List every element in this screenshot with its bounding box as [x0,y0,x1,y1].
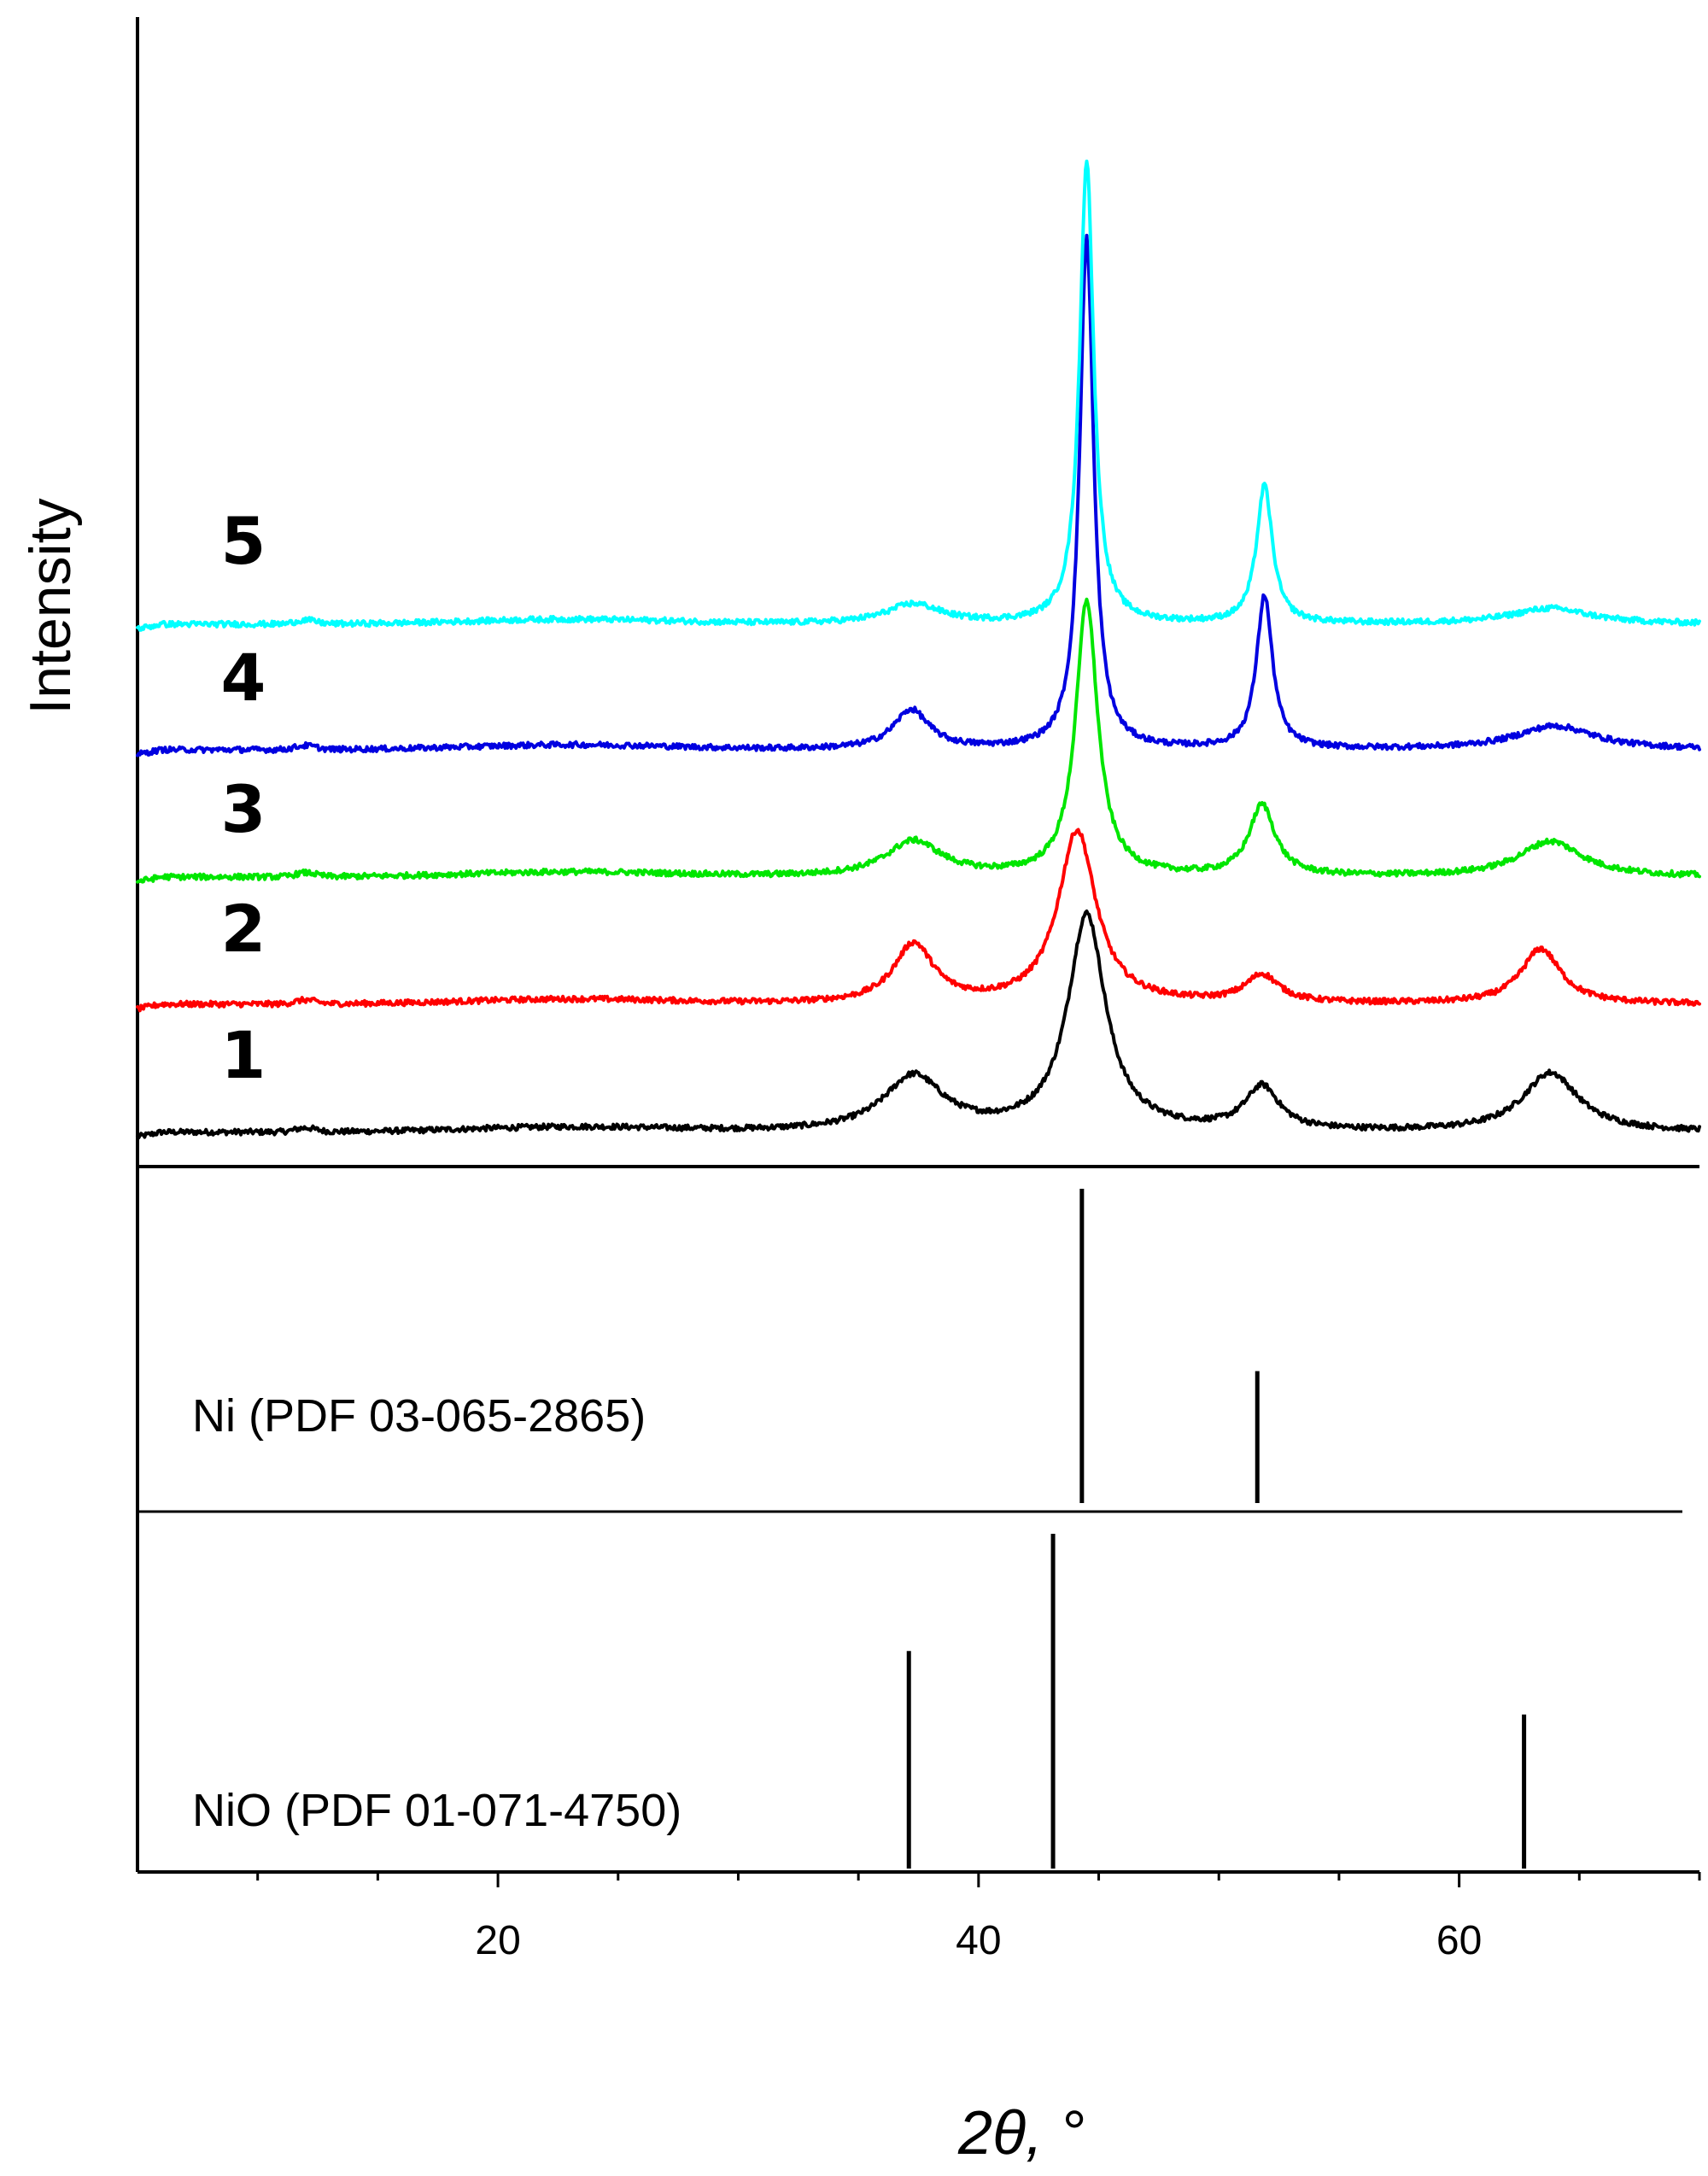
x-tick-label: 60 [1436,1918,1482,1963]
pattern-series-4 [136,233,1701,758]
pattern-label-3: 3 [221,771,266,847]
plot-frame [136,17,1699,1874]
reference-label-ni: Ni (PDF 03-065-2865) [192,1390,646,1442]
x-axis-ticks [256,1872,1701,1887]
pattern-series-3 [136,597,1701,884]
y-axis-label: Intensity [18,498,83,714]
pattern-series-5 [136,159,1701,632]
x-tick-label: 40 [956,1918,1001,1963]
diffraction-patterns [136,159,1701,1140]
pattern-label-5: 5 [221,503,266,579]
x-axis-label: 2θ, ° [957,2099,1085,2167]
x-tick-label: 20 [475,1918,520,1963]
pattern-labels: 1 2 3 4 5 [221,503,266,1093]
pattern-label-2: 2 [221,891,266,967]
reference-patterns: Ni (PDF 03-065-2865) NiO (PDF 01-071-4750… [192,1189,1527,1869]
pattern-label-4: 4 [221,640,266,716]
x-axis-tick-labels: 20 40 60 [475,1918,1482,1963]
pattern-series-2 [136,828,1701,1013]
reference-label-nio: NiO (PDF 01-071-4750) [192,1785,681,1836]
pattern-series-1 [136,910,1701,1140]
pattern-label-1: 1 [221,1017,266,1093]
